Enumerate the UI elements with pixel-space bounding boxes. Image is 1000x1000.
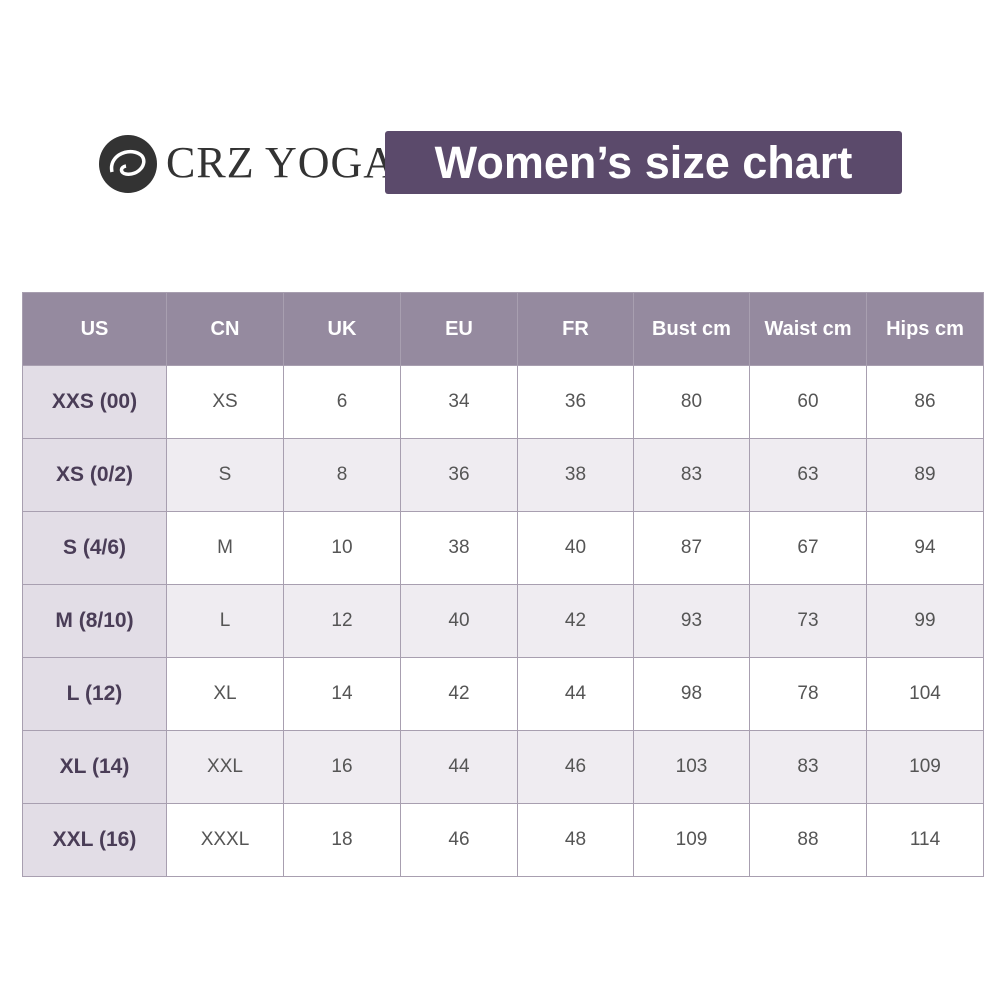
table-cell: 16 xyxy=(283,730,401,804)
header-row: US CN UK EU FR Bust cm Waist cm Hips cm xyxy=(22,292,984,366)
table-row: M (8/10) L 12 40 42 93 73 99 xyxy=(22,584,984,658)
table-cell: S xyxy=(166,438,284,512)
column-header: FR xyxy=(517,292,634,366)
table-cell: 83 xyxy=(633,438,750,512)
logo-circle xyxy=(99,135,157,193)
table-cell: 114 xyxy=(866,803,984,877)
table-row: S (4/6) M 10 38 40 87 67 94 xyxy=(22,511,984,585)
table-cell: 94 xyxy=(866,511,984,585)
column-header: Hips cm xyxy=(866,292,984,366)
column-header: Bust cm xyxy=(633,292,750,366)
table-cell: 67 xyxy=(749,511,867,585)
table-row: XXL (16) XXXL 18 46 48 109 88 114 xyxy=(22,803,984,877)
size-table: US CN UK EU FR Bust cm Waist cm Hips cm XXS (00… xyxy=(22,292,984,877)
table-cell: 78 xyxy=(749,657,867,731)
table-cell: 38 xyxy=(400,511,518,585)
table-cell: 48 xyxy=(517,803,634,877)
table-row: XL (14) XXL 16 44 46 103 83 109 xyxy=(22,730,984,804)
table-cell: XS xyxy=(166,365,284,439)
size-label: L (12) xyxy=(22,657,167,731)
column-header: EU xyxy=(400,292,518,366)
table-cell: 44 xyxy=(517,657,634,731)
table-cell: 8 xyxy=(283,438,401,512)
table-cell: 88 xyxy=(749,803,867,877)
table-cell: 89 xyxy=(866,438,984,512)
table-cell: 87 xyxy=(633,511,750,585)
size-label: S (4/6) xyxy=(22,511,167,585)
table-cell: 103 xyxy=(633,730,750,804)
table-cell: XL xyxy=(166,657,284,731)
table-cell: 10 xyxy=(283,511,401,585)
column-header: CN xyxy=(166,292,284,366)
table-cell: 109 xyxy=(633,803,750,877)
title: Women’s size chart xyxy=(385,131,902,194)
table-cell: M xyxy=(166,511,284,585)
size-label: XL (14) xyxy=(22,730,167,804)
table-cell: 44 xyxy=(400,730,518,804)
table-cell: 46 xyxy=(517,730,634,804)
table-cell: 40 xyxy=(400,584,518,658)
table-cell: 14 xyxy=(283,657,401,731)
table-cell: 36 xyxy=(517,365,634,439)
table-cell: 104 xyxy=(866,657,984,731)
table-row: XS (0/2) S 8 36 38 83 63 89 xyxy=(22,438,984,512)
table-cell: 63 xyxy=(749,438,867,512)
table-cell: 18 xyxy=(283,803,401,877)
column-header: Waist cm xyxy=(749,292,867,366)
table-cell: 42 xyxy=(400,657,518,731)
table-cell: 36 xyxy=(400,438,518,512)
table-cell: 40 xyxy=(517,511,634,585)
table-cell: 38 xyxy=(517,438,634,512)
size-label: XXS (00) xyxy=(22,365,167,439)
table-cell: 93 xyxy=(633,584,750,658)
table-row: XXS (00) XS 6 34 36 80 60 86 xyxy=(22,365,984,439)
table-cell: 34 xyxy=(400,365,518,439)
table-cell: 109 xyxy=(866,730,984,804)
brand: CRZ YOGA xyxy=(166,138,397,187)
table-row: L (12) XL 14 42 44 98 78 104 xyxy=(22,657,984,731)
table-cell: 60 xyxy=(749,365,867,439)
table-cell: 80 xyxy=(633,365,750,439)
table-cell: 42 xyxy=(517,584,634,658)
table-cell: 86 xyxy=(866,365,984,439)
column-header: US xyxy=(22,292,167,366)
logo xyxy=(99,135,157,193)
table-cell: XXXL xyxy=(166,803,284,877)
table-cell: 46 xyxy=(400,803,518,877)
table-cell: 83 xyxy=(749,730,867,804)
logo-swoosh xyxy=(109,150,146,176)
column-header: UK xyxy=(283,292,401,366)
size-label: XXL (16) xyxy=(22,803,167,877)
size-label: XS (0/2) xyxy=(22,438,167,512)
size-label: M (8/10) xyxy=(22,584,167,658)
table-cell: 73 xyxy=(749,584,867,658)
table-cell: 6 xyxy=(283,365,401,439)
table-cell: XXL xyxy=(166,730,284,804)
table-cell: L xyxy=(166,584,284,658)
table-cell: 99 xyxy=(866,584,984,658)
table-cell: 12 xyxy=(283,584,401,658)
table-cell: 98 xyxy=(633,657,750,731)
